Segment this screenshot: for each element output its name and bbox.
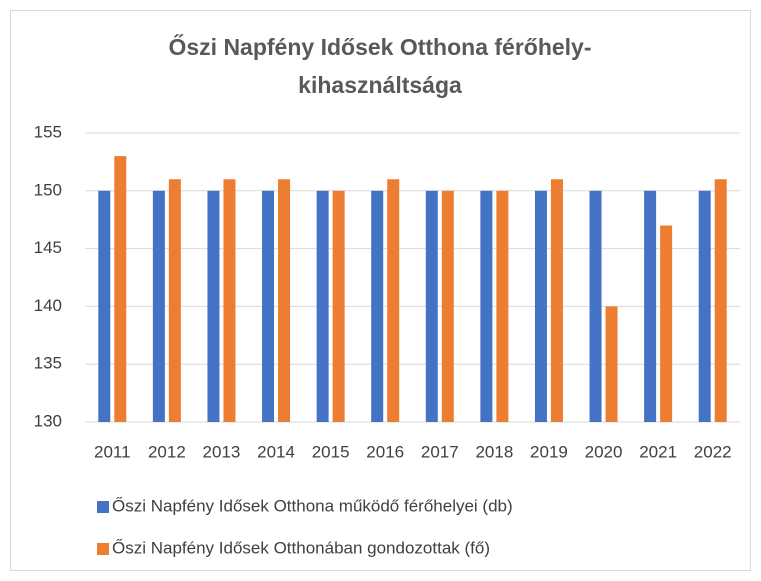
x-tick-label: 2019 [530, 442, 568, 461]
bar [441, 190, 454, 422]
legend-swatch [97, 543, 109, 555]
bar [605, 306, 618, 422]
bar [660, 225, 673, 422]
x-tick-label: 2018 [475, 442, 513, 461]
bar [371, 190, 384, 422]
x-tick-label: 2013 [203, 442, 241, 461]
x-tick-label: 2021 [639, 442, 677, 461]
bar [223, 179, 236, 422]
y-tick-label: 130 [34, 411, 62, 430]
bar [262, 190, 275, 422]
bar [480, 190, 493, 422]
bar [114, 156, 127, 422]
legend-swatch [97, 501, 109, 513]
x-tick-label: 2014 [257, 442, 295, 461]
y-tick-label: 145 [34, 238, 62, 257]
bar [496, 190, 509, 422]
y-tick-label: 140 [34, 296, 62, 315]
y-tick-label: 150 [34, 180, 62, 199]
bar [168, 179, 181, 422]
legend-label: Őszi Napfény Idősek Otthona működő férőh… [112, 496, 513, 515]
bar [644, 190, 657, 422]
x-tick-label: 2011 [94, 442, 131, 461]
y-tick-label: 155 [34, 122, 62, 141]
bar [425, 190, 438, 422]
bar [152, 190, 165, 422]
bar [550, 179, 563, 422]
x-tick-label: 2015 [312, 442, 350, 461]
bar [278, 179, 291, 422]
bar [534, 190, 547, 422]
x-tick-label: 2022 [694, 442, 732, 461]
bar [714, 179, 727, 422]
bar [316, 190, 329, 422]
x-tick-label: 2016 [366, 442, 404, 461]
chart-title: Őszi Napfény Idősek Otthona férőhely-kih… [168, 34, 592, 98]
x-tick-label: 2020 [585, 442, 623, 461]
bar [589, 190, 602, 422]
bar [98, 190, 111, 422]
bar [387, 179, 400, 422]
bar [207, 190, 220, 422]
legend-label: Őszi Napfény Idősek Otthonában gondozott… [112, 538, 490, 557]
y-tick-label: 135 [34, 354, 62, 373]
x-tick-label: 2017 [421, 442, 459, 461]
bar [332, 190, 345, 422]
bar [698, 190, 711, 422]
x-tick-label: 2012 [148, 442, 186, 461]
